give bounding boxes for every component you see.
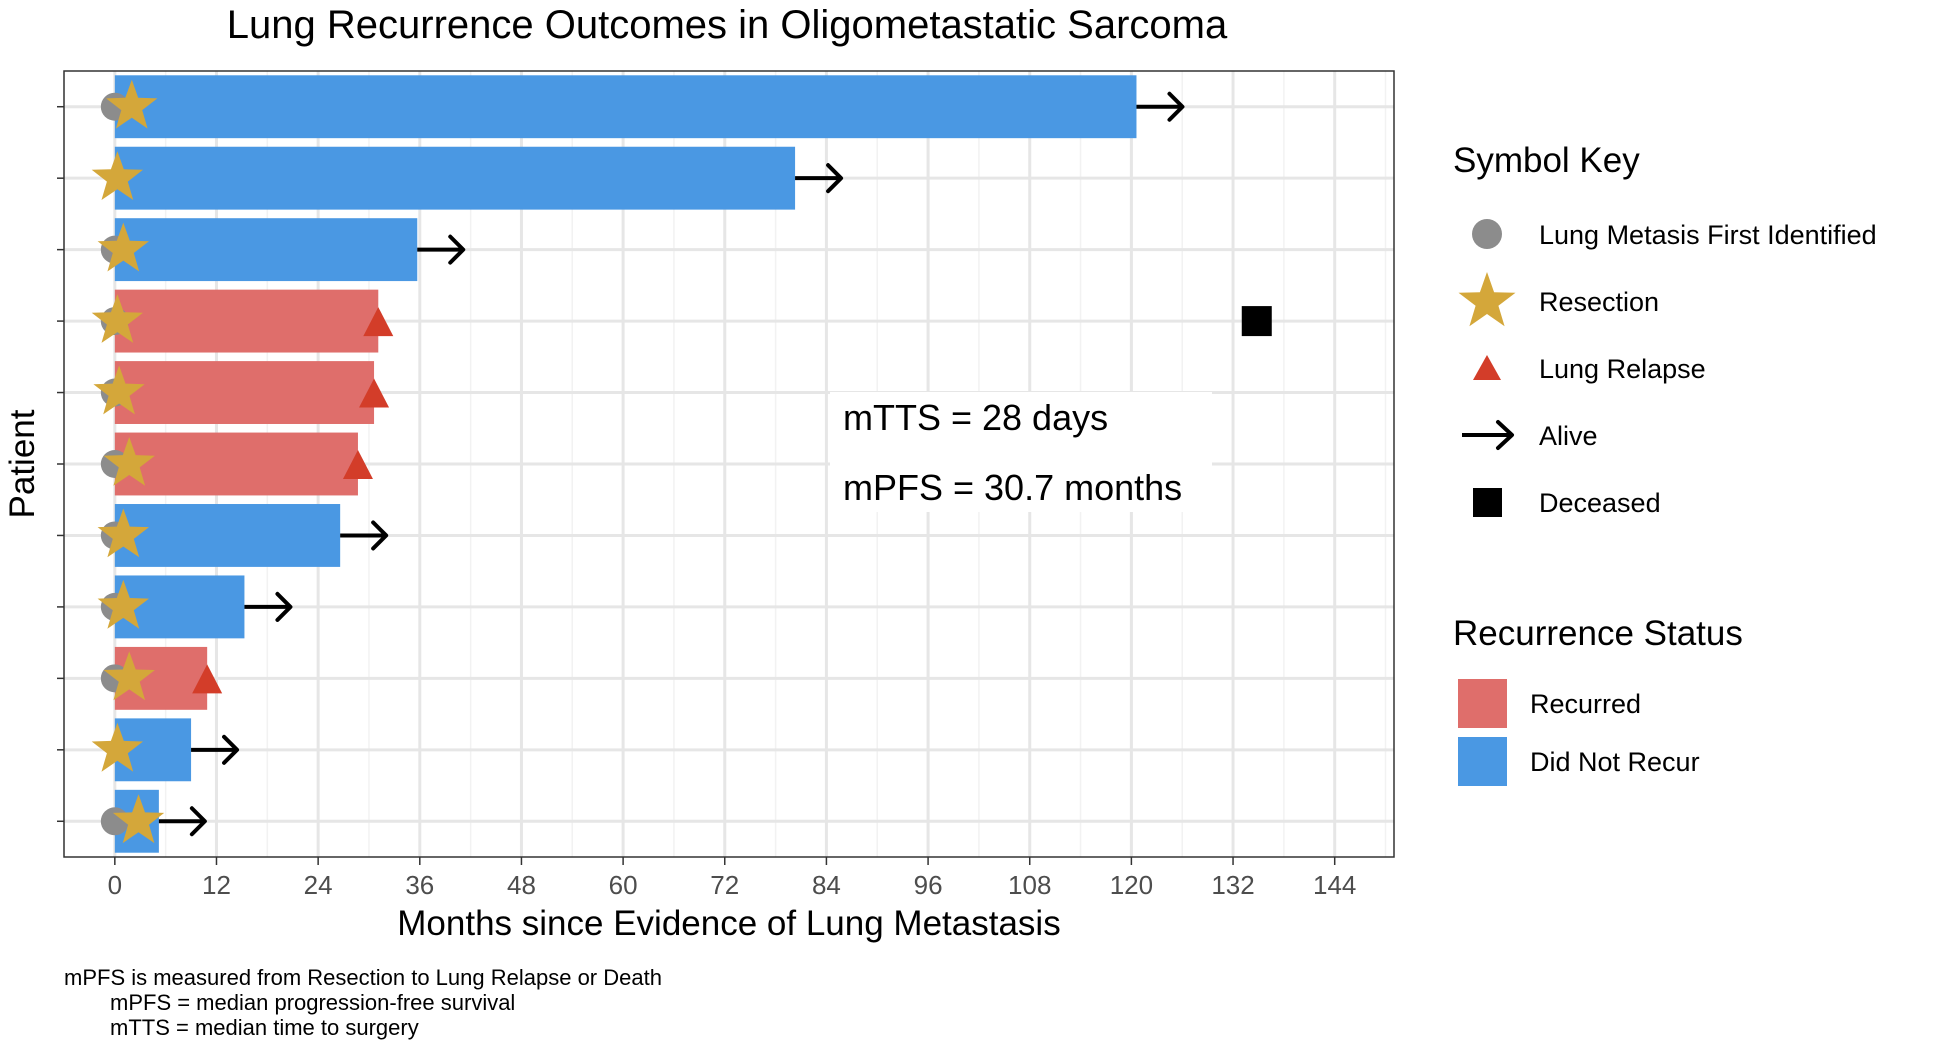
markers [91,79,1272,844]
lung-relapse-marker [342,450,373,479]
resection-marker [97,508,149,558]
x-tick-label: 60 [609,870,638,900]
legend-label-did-not-recur: Did Not Recur [1530,747,1700,777]
alive-arrow-marker [191,734,240,765]
x-tick-label: 48 [507,870,536,900]
resection-marker [91,294,143,343]
resection-marker [91,151,143,200]
x-tick-label: 72 [710,870,739,900]
legend-symbol-key: Symbol Key Lung Metasis First Identified… [1453,141,1877,518]
patient-bar [114,75,1137,139]
legend-item-deceased: Deceased [1473,488,1661,518]
x-axis: 0 12 24 36 48 60 72 84 96 108 120 132 144 [108,857,1356,900]
y-axis-title: Patient [3,409,42,518]
patient-bar [114,146,796,210]
legend-label-recurred: Recurred [1530,689,1641,719]
legend-item-resection: Resection [1458,272,1659,327]
legend-item-did-not-recur: Did Not Recur [1458,737,1700,786]
alive-arrow-marker [795,163,844,194]
legend-item-alive: Alive [1462,420,1598,451]
annotation-mtts: mTTS = 28 days [843,397,1108,438]
square-icon [1473,488,1502,517]
x-tick-label: 96 [914,870,943,900]
x-tick-label: 120 [1110,870,1153,900]
resection-marker [93,365,145,415]
resection-marker [91,722,143,772]
triangle-icon [1473,355,1501,380]
lung-relapse-marker [359,378,390,408]
caption-line-1: mPFS is measured from Resection to Lung … [64,965,662,990]
alive-arrow-marker [244,591,293,622]
annotation-box: mTTS = 28 days mPFS = 30.7 months [830,392,1212,512]
plot-panel-border [63,70,1395,858]
resection-marker [112,794,165,844]
x-tick-label: 36 [405,870,434,900]
recurred-swatch [1458,679,1507,728]
alive-arrow-marker [417,234,466,265]
star-icon [1458,272,1516,327]
legend-item-lung-relapse: Lung Relapse [1473,354,1706,384]
resection-marker [97,579,149,629]
alive-arrow-marker [158,806,207,837]
x-tick-label: 108 [1008,870,1051,900]
legend-recurrence-status: Recurrence Status Recurred Did Not Recur [1453,614,1743,786]
legend-label-alive: Alive [1539,421,1598,451]
x-tick-label: 84 [812,870,841,900]
arrow-right-icon [1462,420,1514,450]
did-not-recur-swatch [1458,737,1507,786]
resection-marker [103,437,155,486]
legend-symbol-key-title: Symbol Key [1453,141,1640,180]
alive-arrow-marker [1136,91,1185,122]
legend-label-first-identified: Lung Metasis First Identified [1539,220,1877,250]
legend-item-recurred: Recurred [1458,679,1641,728]
lung-relapse-marker [363,307,394,337]
caption-line-3: mTTS = median time to surgery [110,1015,419,1040]
caption: mPFS is measured from Resection to Lung … [64,965,662,1040]
alive-arrow-marker [340,520,389,551]
legend-item-first-identified: Lung Metasis First Identified [1472,219,1877,250]
resection-marker [103,651,155,701]
annotation-background [830,392,1212,512]
legend-status-title: Recurrence Status [1453,614,1743,653]
x-tick-label: 144 [1313,870,1356,900]
x-axis-title: Months since Evidence of Lung Metastasis [397,904,1060,943]
patient-bar [114,361,375,424]
patient-bar [114,504,341,567]
caption-line-2: mPFS = median progression-free survival [110,990,515,1015]
x-tick-label: 0 [108,870,122,900]
legend-label-resection: Resection [1539,287,1659,317]
legend-label-lung-relapse: Lung Relapse [1539,354,1706,384]
deceased-marker [1241,306,1272,337]
circle-icon [1472,219,1502,249]
resection-marker [106,79,158,129]
annotation-mpfs: mPFS = 30.7 months [843,467,1182,508]
x-tick-label: 132 [1211,870,1254,900]
resection-marker [97,222,149,272]
patient-bar [114,432,358,496]
legend-label-deceased: Deceased [1539,488,1661,518]
patient-bar [114,289,379,353]
x-tick-label: 12 [202,870,231,900]
chart-title: Lung Recurrence Outcomes in Oligometasta… [227,3,1228,47]
patient-bar [114,218,418,282]
lung-relapse-marker [192,664,223,694]
x-tick-label: 24 [304,870,333,900]
